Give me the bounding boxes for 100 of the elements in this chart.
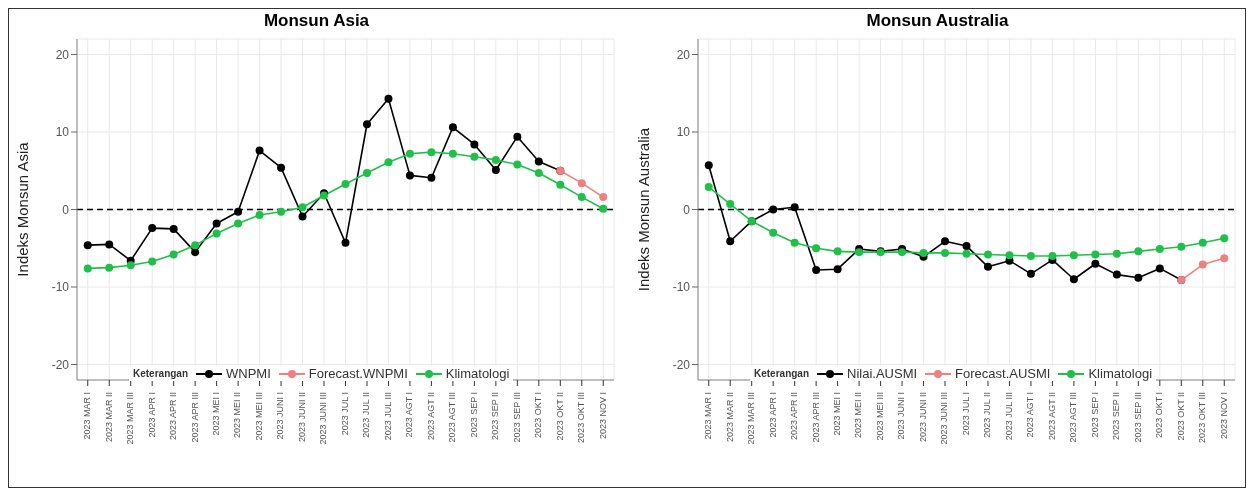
point <box>105 263 114 272</box>
point <box>1134 247 1143 256</box>
x-tick-label: 2023 SEP II <box>490 392 501 440</box>
x-tick-label: 2023 MAR I <box>703 392 714 440</box>
point <box>769 205 778 214</box>
x-tick-label: 2023 JUL II <box>982 392 993 438</box>
point <box>833 265 842 274</box>
point <box>1112 270 1121 279</box>
x-tick-label: 2023 SEP I <box>468 392 479 438</box>
x-tick-label: 2023 OKT I <box>1154 392 1165 438</box>
x-tick-label: 2023 MEI I <box>831 392 842 436</box>
x-tick-label: 2023 JUNI III <box>318 392 329 445</box>
point <box>405 149 414 158</box>
y-tick-label: 10 <box>676 125 691 140</box>
point <box>491 165 500 174</box>
point <box>919 248 928 257</box>
point <box>384 94 393 103</box>
x-tick-label: 2023 JUNI I <box>896 392 907 440</box>
point <box>769 228 778 237</box>
x-tick-label: 2023 OKT II <box>554 392 565 441</box>
point <box>577 179 586 188</box>
x-tick-label: 2023 MEI I <box>210 392 221 436</box>
point <box>577 193 586 202</box>
point <box>983 262 992 271</box>
legend-label: Nilai.AUSMI <box>846 366 918 381</box>
x-tick-label: 2023 AGT I <box>404 392 415 438</box>
x-tick-label: 2023 OKT II <box>1175 392 1186 441</box>
point <box>298 203 307 212</box>
point <box>1177 242 1186 251</box>
point <box>126 261 135 270</box>
point <box>983 250 992 259</box>
point <box>148 257 157 266</box>
point <box>1220 254 1229 263</box>
y-axis-title: Indeks Monsun Australia <box>635 127 653 292</box>
point <box>962 241 971 250</box>
chart-title: Monsun Asia <box>262 11 371 31</box>
y-tick-label: 0 <box>62 202 70 217</box>
point <box>491 155 500 164</box>
point <box>1069 275 1078 284</box>
point <box>534 169 543 178</box>
point <box>1134 273 1143 282</box>
x-tick-label: 2023 JUL III <box>1003 392 1014 441</box>
x-tick-label: 2023 OKT III <box>1197 392 1208 443</box>
point <box>1155 245 1164 254</box>
point <box>448 123 457 132</box>
point <box>704 161 713 170</box>
chart-title: Monsun Australia <box>865 11 1010 31</box>
legend-title: Keterangan <box>133 368 189 379</box>
point <box>941 248 950 257</box>
point <box>1048 252 1057 260</box>
point <box>234 219 243 228</box>
x-tick-label: 2023 SEP I <box>1089 392 1100 438</box>
point <box>1026 252 1035 260</box>
x-tick-label: 2023 MAR I <box>82 392 93 440</box>
x-tick-label: 2023 APR II <box>789 392 800 441</box>
legend-label: WNPMI <box>225 366 271 381</box>
x-tick-label: 2023 MAR II <box>724 392 735 443</box>
point <box>1155 264 1164 273</box>
point <box>83 241 92 250</box>
point <box>427 148 436 157</box>
point <box>405 171 414 180</box>
point <box>1069 251 1078 260</box>
point <box>726 200 735 209</box>
legend-label: Forecast.WNPMI <box>307 366 408 381</box>
x-tick-label: 2023 MEI II <box>232 392 243 439</box>
x-tick-label: 2023 APR III <box>810 392 821 443</box>
x-tick-label: 2023 MEI III <box>253 392 264 441</box>
point <box>470 140 479 149</box>
point <box>255 146 264 155</box>
point <box>1026 269 1035 278</box>
point <box>255 210 264 219</box>
x-tick-label: 2023 MEI II <box>853 392 864 439</box>
point <box>790 203 799 212</box>
legend-label: Klimatologi <box>1087 366 1153 381</box>
x-tick-label: 2023 SEP III <box>511 392 522 443</box>
y-tick-label: 10 <box>55 125 70 140</box>
x-tick-label: 2023 AGT III <box>1068 392 1079 443</box>
point <box>1220 234 1229 243</box>
x-tick-label: 2023 AGT II <box>1046 392 1057 440</box>
x-tick-label: 2023 APR II <box>168 392 179 441</box>
point <box>105 240 114 249</box>
point <box>341 238 350 247</box>
x-tick-label: 2023 AGT III <box>447 392 458 443</box>
point <box>212 219 221 228</box>
point <box>298 212 307 221</box>
point <box>362 120 371 129</box>
x-tick-label: 2023 OKT I <box>533 392 544 438</box>
legend-label: Klimatologi <box>444 366 510 381</box>
legend-label: Forecast.AUSMI <box>954 366 1051 381</box>
x-tick-label: 2023 JUL III <box>382 392 393 441</box>
x-tick-label: 2023 MAR III <box>125 392 136 445</box>
x-tick-label: 2023 JUNI II <box>917 392 928 443</box>
point <box>1005 251 1014 260</box>
point <box>1091 259 1100 268</box>
point <box>704 183 713 192</box>
x-tick-label: 2023 JUNI III <box>939 392 950 445</box>
x-tick-label: 2023 APR I <box>146 392 157 438</box>
x-tick-label: 2023 SEP III <box>1132 392 1143 443</box>
x-tick-label: 2023 AGT II <box>425 392 436 440</box>
point <box>790 238 799 247</box>
